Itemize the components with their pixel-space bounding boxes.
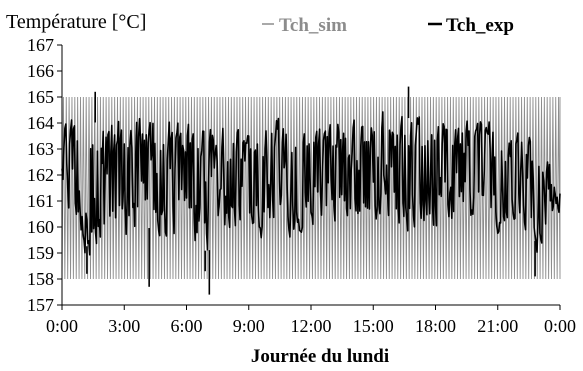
y-tick-label-167: 167 xyxy=(27,35,54,55)
x-tick-label-3: 9:00 xyxy=(233,316,265,336)
x-tick-label-6: 18:00 xyxy=(415,316,456,336)
y-tick-label-157: 157 xyxy=(27,295,54,315)
x-tick-label-8: 0:00 xyxy=(544,316,576,336)
y-tick-label-160: 160 xyxy=(27,217,54,237)
x-tick-label-4: 12:00 xyxy=(290,316,331,336)
series-tch-exp xyxy=(61,86,561,295)
y-tick-label-162: 162 xyxy=(27,165,54,185)
legend-label-tch-sim: Tch_sim xyxy=(279,15,347,36)
x-tick-label-0: 0:00 xyxy=(46,316,78,336)
y-tick-label-164: 164 xyxy=(27,113,54,133)
x-tick-labels: 0:00 3:00 6:00 9:00 12:00 15:00 18:00 21:00 0:00 xyxy=(46,316,576,336)
y-tick-label-165: 165 xyxy=(27,87,54,107)
x-axis-title: Journée du lundi xyxy=(251,346,389,367)
y-tick-labels: 157 158 159 160 161 162 163 164 165 166 167 xyxy=(27,35,54,315)
series-line-tch-exp xyxy=(61,111,561,256)
y-tick-label-161: 161 xyxy=(27,191,54,211)
x-tick-label-5: 15:00 xyxy=(353,316,394,336)
legend-label-tch-exp: Tch_exp xyxy=(446,15,514,36)
y-tick-label-163: 163 xyxy=(27,139,54,159)
x-tick-label-7: 21:00 xyxy=(477,316,518,336)
y-tick-label-159: 159 xyxy=(27,243,54,263)
y-tick-label-158: 158 xyxy=(27,269,54,289)
legend: Tch_sim Tch_exp xyxy=(262,15,514,36)
x-tick-label-1: 3:00 xyxy=(108,316,140,336)
y-axis-title: Température [°C] xyxy=(6,11,146,33)
axes xyxy=(57,44,561,310)
y-tick-label-166: 166 xyxy=(27,61,54,81)
x-tick-label-2: 6:00 xyxy=(170,316,202,336)
